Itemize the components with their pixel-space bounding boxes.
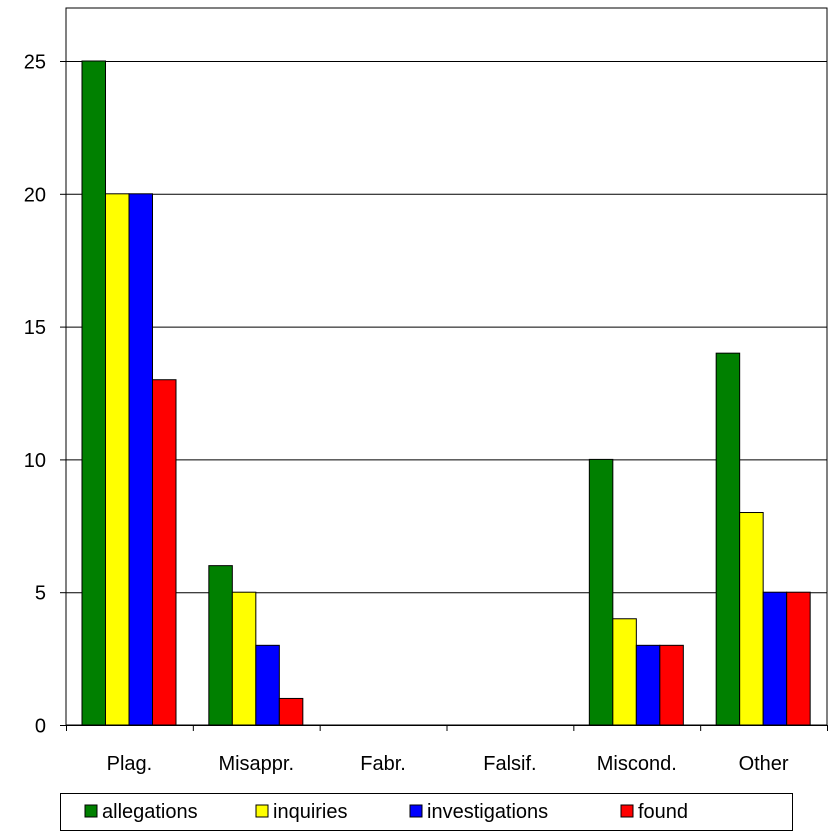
legend-box xyxy=(60,793,793,831)
y-tick-labels: 0 5 10 15 20 25 xyxy=(24,52,46,738)
y-tick-label: 5 xyxy=(35,583,46,605)
legend-label: investigations xyxy=(427,801,548,823)
axes xyxy=(60,7,828,731)
x-tick-label: Other xyxy=(739,753,789,775)
bar-investigations xyxy=(762,591,788,726)
legend-item-inquiries: inquiries xyxy=(255,801,347,823)
legend-item-investigations: investigations xyxy=(409,801,548,823)
legend: allegations inquiries investigations found xyxy=(60,793,793,831)
bar-investigations xyxy=(128,193,153,726)
x-tick-label: Miscond. xyxy=(597,753,677,775)
bar-investigations xyxy=(635,644,661,726)
bar-allegations xyxy=(588,458,614,726)
bar-allegations xyxy=(208,565,233,726)
x-tick-labels: Plag. Misappr. Fabr. Falsif. Miscond. Other xyxy=(107,753,789,775)
legend-label: found xyxy=(638,801,688,823)
bar-allegations xyxy=(715,352,741,726)
legend-label: inquiries xyxy=(273,801,347,823)
y-tick-label: 20 xyxy=(24,184,46,206)
x-tick-label: Misappr. xyxy=(218,753,294,775)
bar-inquiries xyxy=(612,618,637,726)
legend-item-allegations: allegations xyxy=(84,801,198,823)
y-tick-label: 15 xyxy=(24,317,46,339)
gridlines xyxy=(66,61,827,594)
x-tick-label: Fabr. xyxy=(360,753,406,775)
bar-inquiries xyxy=(105,193,130,726)
legend-swatch xyxy=(84,804,98,818)
plot-frame xyxy=(65,7,828,726)
bar-allegations xyxy=(81,60,106,726)
legend-swatch xyxy=(255,804,269,818)
bar-inquiries xyxy=(739,512,764,726)
legend-label: allegations xyxy=(102,801,198,823)
legend-swatch xyxy=(620,804,634,818)
y-tick-label: 25 xyxy=(24,52,46,74)
x-tick-label: Falsif. xyxy=(483,753,536,775)
bar-found xyxy=(786,591,811,726)
legend-swatch xyxy=(409,804,423,818)
bar-found xyxy=(152,379,177,726)
bars-group xyxy=(81,60,811,726)
bar-found xyxy=(659,644,684,726)
x-tick-label: Plag. xyxy=(107,753,153,775)
y-tick-label: 0 xyxy=(35,716,46,738)
bar-investigations xyxy=(255,644,280,726)
y-tick-label: 10 xyxy=(24,450,46,472)
bar-inquiries xyxy=(231,591,257,726)
legend-item-found: found xyxy=(620,801,688,823)
bar-found xyxy=(278,697,304,726)
